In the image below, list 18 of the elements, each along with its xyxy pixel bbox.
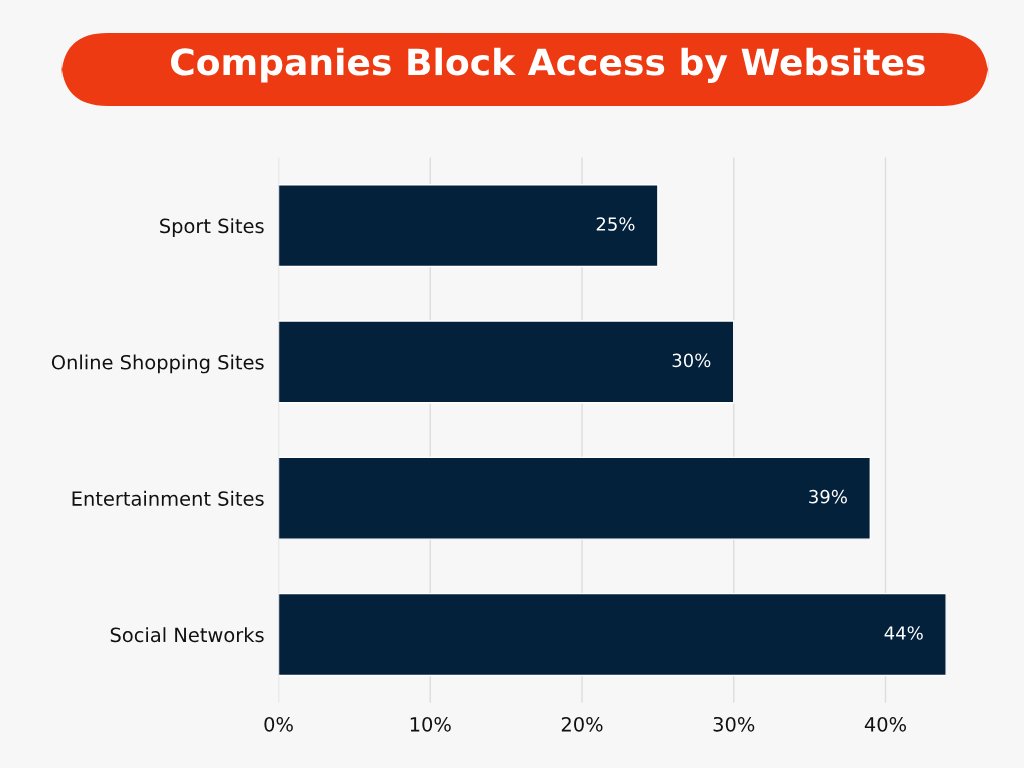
x-tick-label: 40% [864, 716, 907, 732]
chart-title: Companies Block Access by Websites [171, 47, 925, 83]
data-label: 30% [672, 353, 711, 368]
y-tick-label: Sport Sites [160, 218, 264, 238]
y-tick-label: Social Networks [110, 627, 264, 643]
bar [278, 592, 947, 677]
y-tick-label: Entertainment Sites [72, 490, 264, 506]
x-tick-label: 20% [561, 716, 603, 732]
data-label: 44% [884, 626, 923, 640]
data-label: 39% [809, 489, 847, 504]
bar [278, 456, 872, 540]
x-tick-label: 30% [713, 716, 755, 732]
data-label: 25% [596, 217, 635, 231]
bar [278, 184, 659, 268]
x-tick-label: 0% [264, 716, 293, 732]
x-tick-label: 10% [410, 716, 451, 732]
bar [278, 320, 735, 404]
y-tick-label: Online Shopping Sites [51, 354, 264, 374]
